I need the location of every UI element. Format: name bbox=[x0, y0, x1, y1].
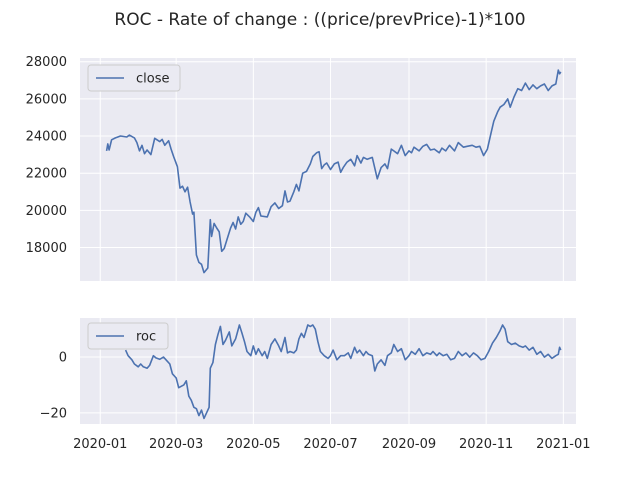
x-tick-label: 2020-09 bbox=[382, 437, 436, 452]
x-tick-label: 2021-01 bbox=[536, 437, 590, 452]
legend-label-roc: roc bbox=[136, 330, 156, 345]
figure-title: ROC - Rate of change : ((price/prevPrice… bbox=[114, 10, 525, 30]
roc-chart-x-tick-labels: 2020-01 2020-03 2020-05 2020-07 2020-09 2020-… bbox=[73, 437, 590, 452]
x-tick-label: 2020-03 bbox=[149, 437, 203, 452]
roc-chart-y-tick-labels: −20 0 bbox=[40, 351, 67, 422]
legend-frame bbox=[87, 64, 181, 92]
y-tick-label: 18000 bbox=[26, 241, 67, 256]
roc-chart-legend: roc bbox=[87, 322, 169, 350]
y-tick-label: 26000 bbox=[26, 92, 67, 107]
y-tick-label: 20000 bbox=[26, 204, 67, 219]
roc-series-line bbox=[124, 324, 562, 420]
legend-label-close: close bbox=[136, 72, 169, 87]
y-tick-label: 28000 bbox=[26, 55, 67, 70]
x-tick-label: 2020-01 bbox=[73, 437, 127, 452]
roc-chart: −20 0 2020-01 2020-03 2020-05 2020-07 2020-09… bbox=[40, 318, 591, 452]
close-chart: 18000 20000 22000 24000 26000 28000 close bbox=[26, 55, 576, 281]
y-tick-label: −20 bbox=[40, 406, 67, 421]
close-series-line bbox=[105, 69, 562, 274]
close-chart-legend: close bbox=[87, 64, 181, 92]
close-chart-gridlines bbox=[80, 58, 576, 281]
y-tick-label: 0 bbox=[59, 351, 67, 366]
close-chart-plot-area bbox=[80, 58, 576, 281]
close-chart-y-tick-labels: 18000 20000 22000 24000 26000 28000 bbox=[26, 55, 67, 256]
y-tick-label: 24000 bbox=[26, 130, 67, 145]
x-tick-label: 2020-05 bbox=[226, 437, 280, 452]
x-tick-label: 2020-11 bbox=[459, 437, 513, 452]
x-tick-label: 2020-07 bbox=[303, 437, 357, 452]
y-tick-label: 22000 bbox=[26, 167, 67, 182]
legend-frame bbox=[87, 322, 169, 350]
